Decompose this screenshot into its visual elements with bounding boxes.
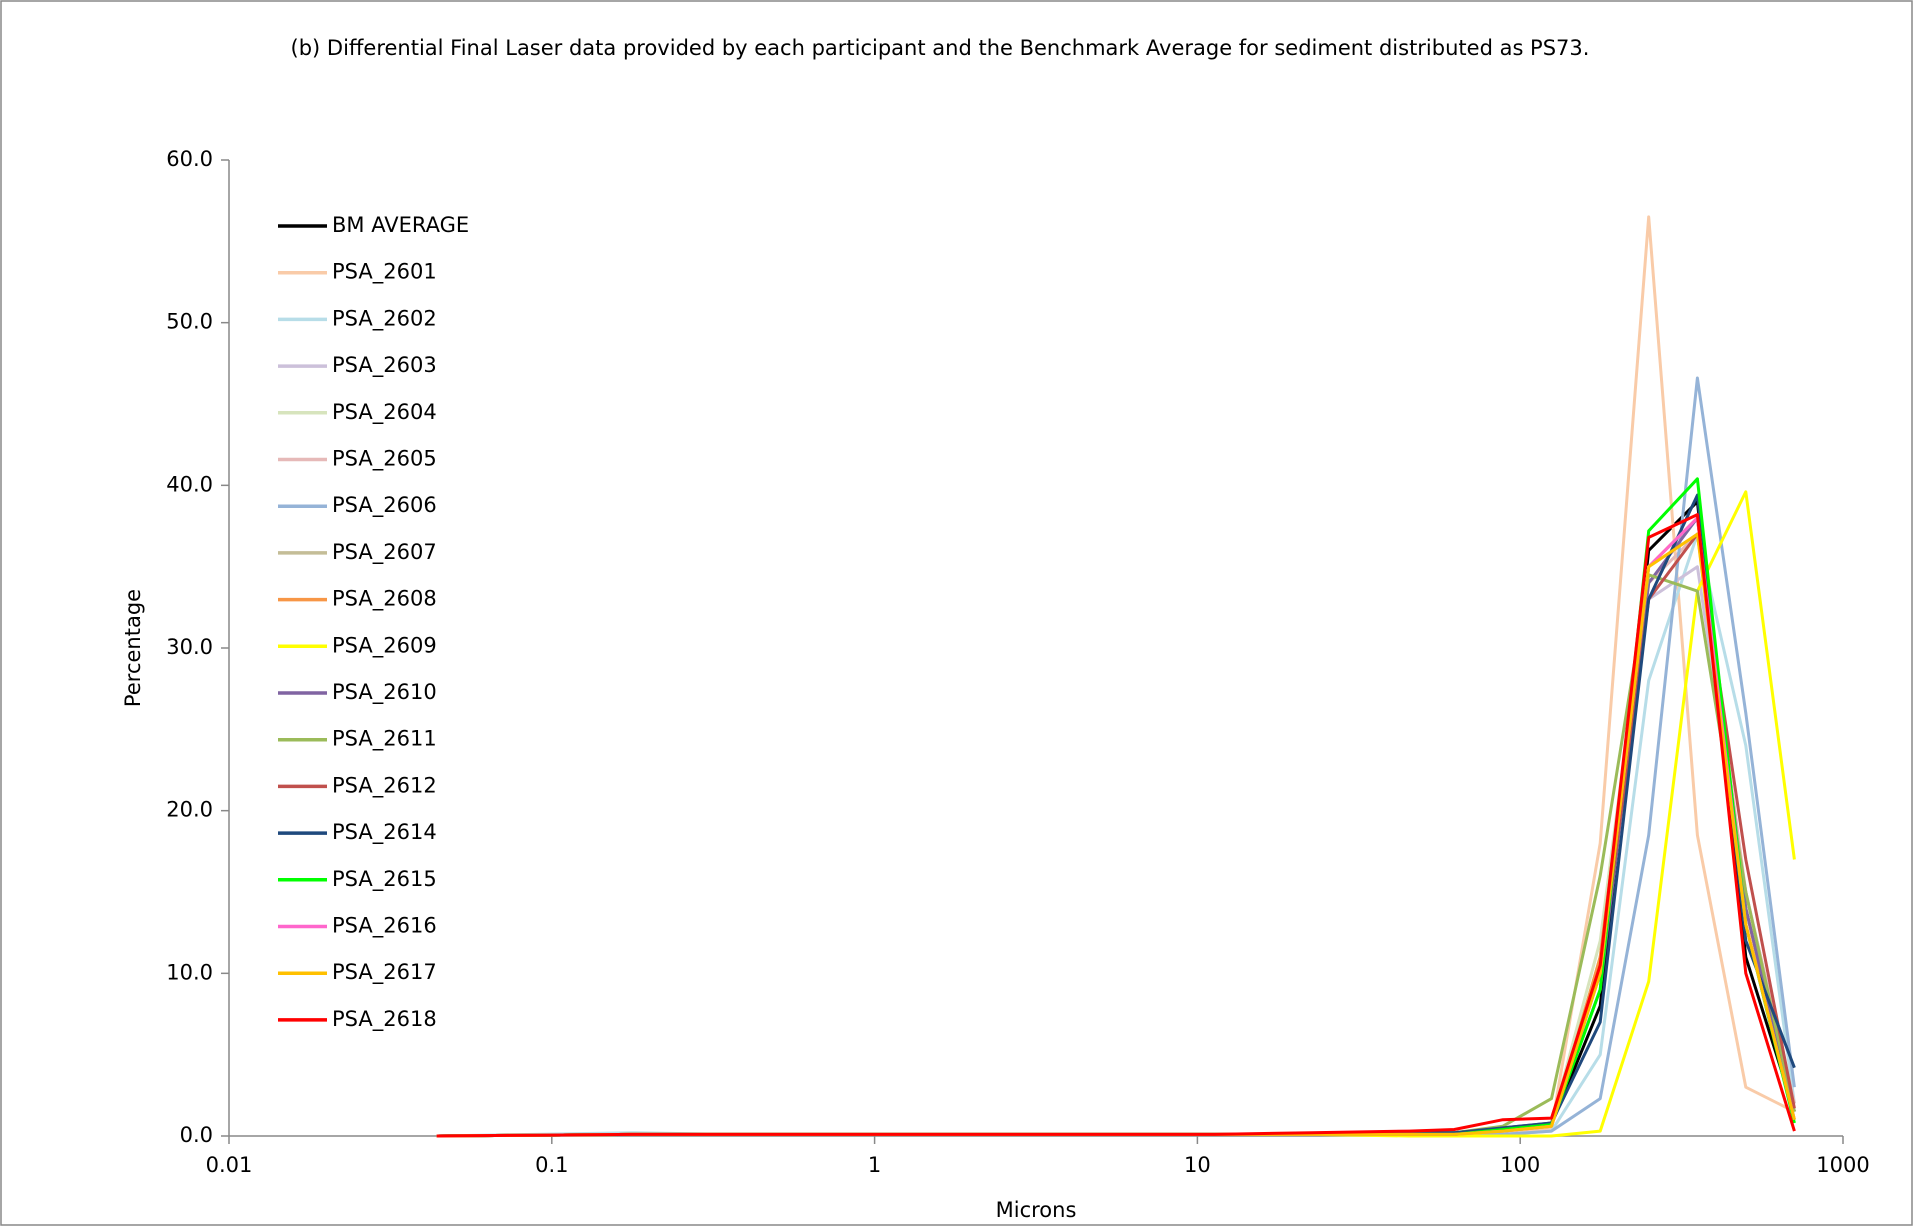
y-tick-label: 20.0 [166,798,213,822]
x-tick-label: 10 [1184,1153,1211,1177]
legend-label: PSA_2610 [332,680,437,705]
x-tick-label: 0.1 [535,1153,568,1177]
legend-label: PSA_2607 [332,540,437,565]
legend-label: PSA_2604 [332,400,437,425]
legend-label: PSA_2617 [332,960,437,985]
y-tick-label: 40.0 [166,472,213,496]
legend-label: PSA_2612 [332,773,437,798]
legend-label: PSA_2605 [332,447,437,472]
x-tick-label: 1000 [1816,1153,1869,1177]
legend-label: PSA_2601 [332,260,437,285]
legend-label: PSA_2609 [332,633,437,658]
legend-label: PSA_2602 [332,306,437,331]
y-tick-label: 60.0 [166,147,213,171]
x-tick-label: 0.01 [206,1153,253,1177]
legend-label: PSA_2614 [332,820,437,845]
x-tick-label: 100 [1500,1153,1540,1177]
x-axis-label: Microns [996,1198,1077,1222]
y-tick-label: 10.0 [166,960,213,984]
legend-label: PSA_2606 [332,493,437,518]
legend-label: PSA_2608 [332,587,437,612]
legend-label: PSA_2618 [332,1007,437,1032]
data-line [436,513,1796,1138]
x-tick-label: 1 [868,1153,881,1177]
legend-label: PSA_2616 [332,914,437,939]
y-tick-label: 0.0 [180,1123,213,1147]
y-tick-label: 30.0 [166,635,213,659]
y-axis-label: Percentage [121,589,145,707]
y-tick-label: 50.0 [166,310,213,334]
legend-label: PSA_2615 [332,867,437,892]
legend-label: BM AVERAGE [332,213,469,237]
chart-title: (b) Differential Final Laser data provid… [291,36,1590,60]
legend-label: PSA_2611 [332,727,437,752]
legend-label: PSA_2603 [332,353,437,378]
